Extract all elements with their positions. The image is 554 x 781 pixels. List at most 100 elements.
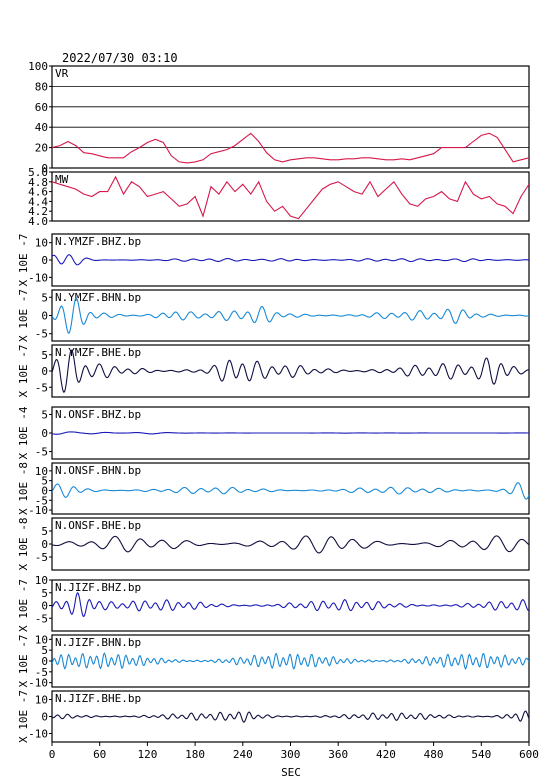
y-tick-label: -10 bbox=[28, 728, 48, 741]
y-tick-label: -10 bbox=[28, 504, 48, 517]
panel-label: N.ONSF.BHN.bp bbox=[55, 464, 141, 477]
panel-label: MW bbox=[55, 173, 69, 186]
panel-label: N.ONSF.BHZ.bp bbox=[55, 408, 141, 421]
y-tick-label: 10 bbox=[35, 237, 48, 250]
series-line-onsf_bhz bbox=[52, 431, 529, 435]
series-line-ymzf_bhe bbox=[52, 349, 529, 394]
x-tick-label: 300 bbox=[281, 748, 301, 761]
y-axis-label: X 10E -7 bbox=[17, 345, 30, 398]
y-tick-label: -10 bbox=[28, 677, 48, 690]
panel-label: N.JIZF.BHN.bp bbox=[55, 636, 141, 649]
x-axis: 0 60 120 180 240 300 360 420 480 540 600 bbox=[49, 742, 539, 761]
y-tick-label: 5 bbox=[41, 587, 48, 600]
panel-frame bbox=[51, 171, 530, 222]
y-tick-label: 40 bbox=[35, 121, 48, 134]
x-tick-label: 240 bbox=[233, 748, 253, 761]
y-tick-label: 60 bbox=[35, 101, 48, 114]
y-tick-label: -5 bbox=[35, 446, 48, 459]
y-tick-label: -5 bbox=[35, 494, 48, 507]
x-tick-label: 0 bbox=[49, 748, 56, 761]
y-tick-label: 0 bbox=[41, 365, 48, 378]
y-tick-label: 10 bbox=[35, 574, 48, 587]
panel-onsf_bhz: 5 0 -5 N.ONSF.BHZ.bp X 10E -4 bbox=[17, 406, 530, 460]
x-tick-label: 480 bbox=[424, 748, 444, 761]
x-tick-label: 60 bbox=[93, 748, 106, 761]
y-tick-label: 10 bbox=[35, 465, 48, 478]
y-tick-label: 5 bbox=[41, 475, 48, 488]
y-tick-label: 0 bbox=[41, 254, 48, 267]
y-tick-label: 0 bbox=[41, 711, 48, 724]
y-tick-label: 5 bbox=[41, 525, 48, 538]
y-tick-label: 100 bbox=[28, 60, 48, 73]
panel-ymzf_bhz: 10 0 -10 N.YMZF.BHZ.bp X 10E -7 bbox=[17, 233, 530, 287]
y-tick-label: 5 bbox=[41, 408, 48, 421]
panel-label: VR bbox=[55, 67, 69, 80]
panel-label: N.YMZF.BHN.bp bbox=[55, 291, 141, 304]
y-tick-label: 0 bbox=[41, 427, 48, 440]
y-tick-label: 5 bbox=[41, 644, 48, 657]
y-axis-label: X 10E -8 bbox=[17, 518, 30, 571]
y-tick-label: 10 bbox=[35, 694, 48, 707]
panel-jizf_bhe: 10 0 -10 N.JIZF.BHE.bp X 10E -7 bbox=[17, 690, 530, 743]
panel-label: N.ONSF.BHE.bp bbox=[55, 519, 141, 532]
series-line-mw bbox=[52, 175, 529, 220]
y-tick-label: 0 bbox=[41, 600, 48, 613]
y-tick-label: 10 bbox=[35, 633, 48, 646]
panel-label: N.JIZF.BHE.bp bbox=[55, 692, 141, 705]
panel-label: N.JIZF.BHZ.bp bbox=[55, 581, 141, 594]
panels-group: 020406080100VR4.04.24.44.64.85.0MW100-10… bbox=[17, 60, 530, 743]
series-line-jizf_bhe bbox=[52, 710, 529, 723]
panel-vr: 0 20 40 60 80 100 VR bbox=[28, 60, 530, 175]
y-tick-label: 4.6 bbox=[28, 186, 48, 199]
series-line-vr bbox=[52, 132, 529, 164]
x-tick-label: 360 bbox=[328, 748, 348, 761]
y-axis-label: X 10E -7 bbox=[17, 635, 30, 688]
y-tick-label: 0 bbox=[41, 538, 48, 551]
y-tick-label: 0 bbox=[41, 484, 48, 497]
panel-onsf_bhe: 50-5 N.ONSF.BHE.bp X 10E -8 bbox=[17, 517, 530, 571]
y-tick-label: -5 bbox=[35, 328, 48, 341]
panel-ymzf_bhn: 5 0 -5 N.YMZF.BHN.bp X 10E -7 bbox=[17, 289, 530, 342]
panel-label: N.YMZF.BHZ.bp bbox=[55, 235, 141, 248]
y-tick-label: 20 bbox=[35, 142, 48, 155]
x-tick-label: 180 bbox=[185, 748, 205, 761]
panel-frame bbox=[51, 462, 530, 515]
y-tick-label: 4.4 bbox=[28, 195, 48, 208]
panel-mw: 4.04.24.44.64.85.0 MW bbox=[28, 166, 530, 228]
y-tick-label: 0 bbox=[41, 655, 48, 668]
y-tick-label: 5.0 bbox=[28, 166, 48, 179]
x-tick-label: 600 bbox=[519, 748, 539, 761]
series-line-jizf_bhn bbox=[52, 652, 529, 670]
y-tick-label: -5 bbox=[35, 666, 48, 679]
y-tick-label: -10 bbox=[28, 271, 48, 284]
x-axis-label: SEC bbox=[281, 766, 301, 779]
series-line-onsf_bhe bbox=[52, 535, 529, 554]
y-axis-label: X 10E -7 bbox=[17, 289, 30, 342]
y-tick-label: 4.8 bbox=[28, 176, 48, 189]
y-axis-label: X 10E -7 bbox=[17, 234, 30, 287]
y-tick-label: 4.0 bbox=[28, 215, 48, 228]
y-tick-label: 80 bbox=[35, 80, 48, 93]
y-axis-label: X 10E -8 bbox=[17, 462, 30, 515]
y-axis-label: X 10E -4 bbox=[17, 406, 30, 459]
x-tick-label: 120 bbox=[137, 748, 157, 761]
y-tick-label: 4.2 bbox=[28, 205, 48, 218]
panel-label: N.YMZF.BHE.bp bbox=[55, 346, 141, 359]
series-line-onsf_bhn bbox=[52, 482, 529, 500]
y-tick-label: -5 bbox=[35, 381, 48, 394]
y-tick-label: 5 bbox=[41, 291, 48, 304]
y-tick-label: 5 bbox=[41, 349, 48, 362]
y-tick-label: -5 bbox=[35, 612, 48, 625]
series-line-jizf_bhz bbox=[52, 592, 529, 618]
y-axis-label: X 10E -7 bbox=[17, 690, 30, 743]
y-tick-label: -5 bbox=[35, 551, 48, 564]
panel-ymzf_bhe: 5 0 -5 N.YMZF.BHE.bp X 10E -7 bbox=[17, 344, 530, 398]
y-tick-label: 0 bbox=[41, 162, 48, 175]
y-axis-label: X 10E -7 bbox=[17, 579, 30, 632]
x-tick-label: 540 bbox=[471, 748, 491, 761]
panel-frame bbox=[51, 65, 530, 169]
y-tick-label: 0 bbox=[41, 310, 48, 323]
